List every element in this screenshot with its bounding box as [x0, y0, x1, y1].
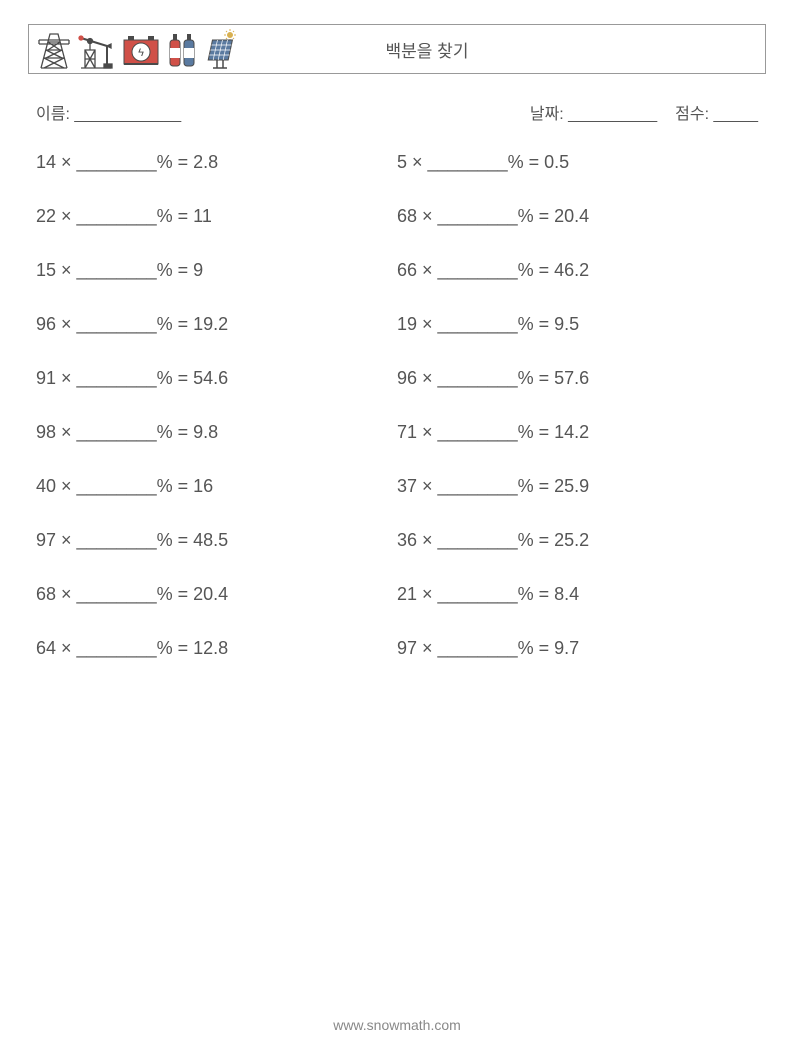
problems-left-column: 14 × ________% = 2.8 22 × ________% = 11 1… — [36, 152, 397, 659]
worksheet-title: 백분을 찾기 — [237, 37, 757, 62]
problem-item: 97 × ________% = 9.7 — [397, 638, 758, 659]
header-icons: ϟ — [37, 28, 237, 70]
problem-item: 66 × ________% = 46.2 — [397, 260, 758, 281]
problem-item: 97 × ________% = 48.5 — [36, 530, 397, 551]
oil-pump-icon — [77, 28, 115, 70]
date-field: 날짜: __________ — [530, 100, 657, 124]
problem-item: 96 × ________% = 19.2 — [36, 314, 397, 335]
problem-item: 68 × ________% = 20.4 — [36, 584, 397, 605]
problem-item: 14 × ________% = 2.8 — [36, 152, 397, 173]
footer-url: www.snowmath.com — [0, 1017, 794, 1033]
problem-item: 36 × ________% = 25.2 — [397, 530, 758, 551]
battery-meter-icon: ϟ — [121, 28, 161, 70]
problem-item: 71 × ________% = 14.2 — [397, 422, 758, 443]
problem-item: 21 × ________% = 8.4 — [397, 584, 758, 605]
problem-item: 37 × ________% = 25.9 — [397, 476, 758, 497]
power-tower-icon — [37, 28, 71, 70]
name-field: 이름: ____________ — [36, 106, 181, 123]
problem-item: 64 × ________% = 12.8 — [36, 638, 397, 659]
problem-item: 68 × ________% = 20.4 — [397, 206, 758, 227]
problems-right-column: 5 × ________% = 0.5 68 × ________% = 20.4… — [397, 152, 758, 659]
problem-item: 40 × ________% = 16 — [36, 476, 397, 497]
problem-item: 15 × ________% = 9 — [36, 260, 397, 281]
solar-panel-icon — [203, 28, 237, 70]
worksheet-header: ϟ — [28, 24, 766, 74]
score-field: 점수: _____ — [675, 100, 758, 124]
problem-item: 5 × ________% = 0.5 — [397, 152, 758, 173]
gas-cylinders-icon — [167, 28, 197, 70]
svg-text:ϟ: ϟ — [138, 47, 144, 59]
problem-item: 22 × ________% = 11 — [36, 206, 397, 227]
problem-item: 98 × ________% = 9.8 — [36, 422, 397, 443]
problem-item: 96 × ________% = 57.6 — [397, 368, 758, 389]
problems-grid: 14 × ________% = 2.8 22 × ________% = 11 1… — [28, 152, 766, 659]
meta-row: 이름: ____________ 날짜: __________ 점수: ____… — [28, 100, 766, 124]
problem-item: 19 × ________% = 9.5 — [397, 314, 758, 335]
problem-item: 91 × ________% = 54.6 — [36, 368, 397, 389]
